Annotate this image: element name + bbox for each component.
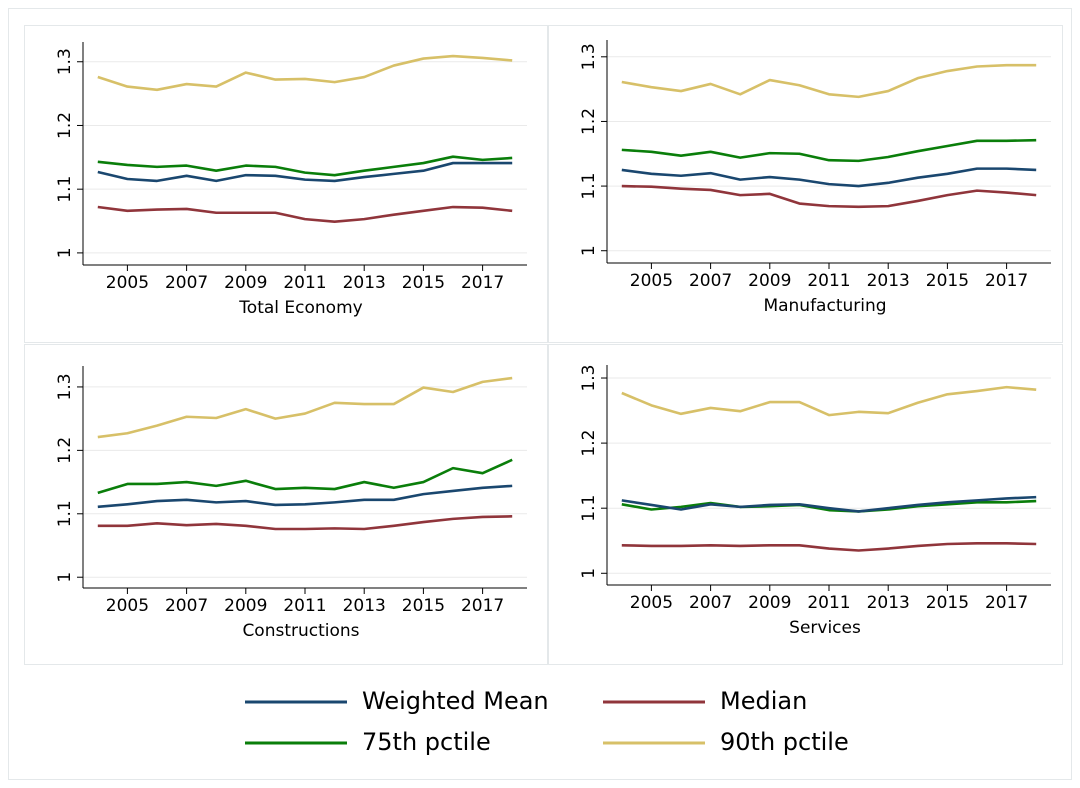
x-tick-label: 2015 — [926, 593, 969, 613]
x-tick-label: 2015 — [402, 596, 445, 616]
panel-frame — [548, 25, 1063, 343]
x-tick-label: 2011 — [283, 596, 326, 616]
x-tick-label: 2007 — [689, 593, 732, 613]
x-tick-label: 2005 — [630, 271, 673, 291]
x-tick-label: 2009 — [748, 271, 791, 291]
series-line — [97, 376, 513, 439]
legend-label: 90th pctile — [720, 728, 849, 756]
series-line — [621, 63, 1037, 99]
x-tick-label: 2017 — [985, 593, 1028, 613]
series-line — [97, 484, 513, 509]
x-tick-label: 2011 — [283, 273, 326, 293]
panel-frame — [24, 25, 548, 343]
series-line — [621, 138, 1037, 163]
x-tick-label: 2017 — [985, 271, 1028, 291]
x-tick-label: 2017 — [461, 596, 504, 616]
series-line — [97, 205, 513, 223]
panel-title: Constructions — [242, 621, 359, 641]
y-tick-label: 1 — [579, 245, 599, 256]
series-line — [97, 515, 513, 531]
panel-title: Total Economy — [238, 298, 362, 318]
y-tick-label: 1.1 — [579, 495, 599, 522]
x-tick-label: 2011 — [807, 271, 850, 291]
y-tick-label: 1.3 — [55, 48, 75, 75]
x-tick-label: 2017 — [461, 273, 504, 293]
x-tick-label: 2009 — [224, 273, 267, 293]
series-line — [97, 54, 513, 92]
y-tick-label: 1.1 — [579, 173, 599, 200]
y-tick-label: 1.3 — [579, 364, 599, 391]
legend-label: Weighted Mean — [362, 687, 549, 715]
x-tick-label: 2015 — [402, 273, 445, 293]
x-tick-label: 2005 — [630, 593, 673, 613]
series-line — [621, 385, 1037, 417]
y-tick-label: 1.2 — [55, 112, 75, 139]
y-tick-label: 1 — [55, 247, 75, 258]
x-tick-label: 2009 — [748, 593, 791, 613]
x-tick-label: 2007 — [165, 273, 208, 293]
x-tick-label: 2013 — [867, 593, 910, 613]
x-tick-label: 2007 — [689, 271, 732, 291]
y-tick-label: 1.2 — [55, 437, 75, 464]
series-line — [97, 458, 513, 495]
x-tick-label: 2013 — [867, 271, 910, 291]
x-tick-label: 2013 — [343, 596, 386, 616]
series-line — [621, 499, 1037, 513]
y-tick-label: 1 — [55, 572, 75, 583]
series-line — [97, 155, 513, 177]
x-tick-label: 2009 — [224, 596, 267, 616]
series-line — [621, 167, 1037, 188]
panel-title: Services — [789, 618, 861, 638]
y-tick-label: 1.1 — [55, 500, 75, 527]
y-tick-label: 1.3 — [55, 373, 75, 400]
x-tick-label: 2011 — [807, 593, 850, 613]
x-tick-label: 2013 — [343, 273, 386, 293]
y-tick-label: 1 — [579, 568, 599, 579]
series-line — [621, 542, 1037, 552]
x-tick-label: 2005 — [106, 273, 149, 293]
y-tick-label: 1.3 — [579, 43, 599, 70]
y-tick-label: 1.2 — [579, 108, 599, 135]
legend-label: Median — [720, 687, 807, 715]
x-tick-label: 2007 — [165, 596, 208, 616]
y-tick-label: 1.2 — [579, 430, 599, 457]
series-line — [621, 495, 1037, 513]
x-tick-label: 2005 — [106, 596, 149, 616]
x-tick-label: 2015 — [926, 271, 969, 291]
series-line — [97, 161, 513, 183]
legend-label: 75th pctile — [362, 728, 491, 756]
series-line — [621, 184, 1037, 209]
panel-title: Manufacturing — [763, 296, 886, 316]
y-tick-label: 1.1 — [55, 176, 75, 203]
